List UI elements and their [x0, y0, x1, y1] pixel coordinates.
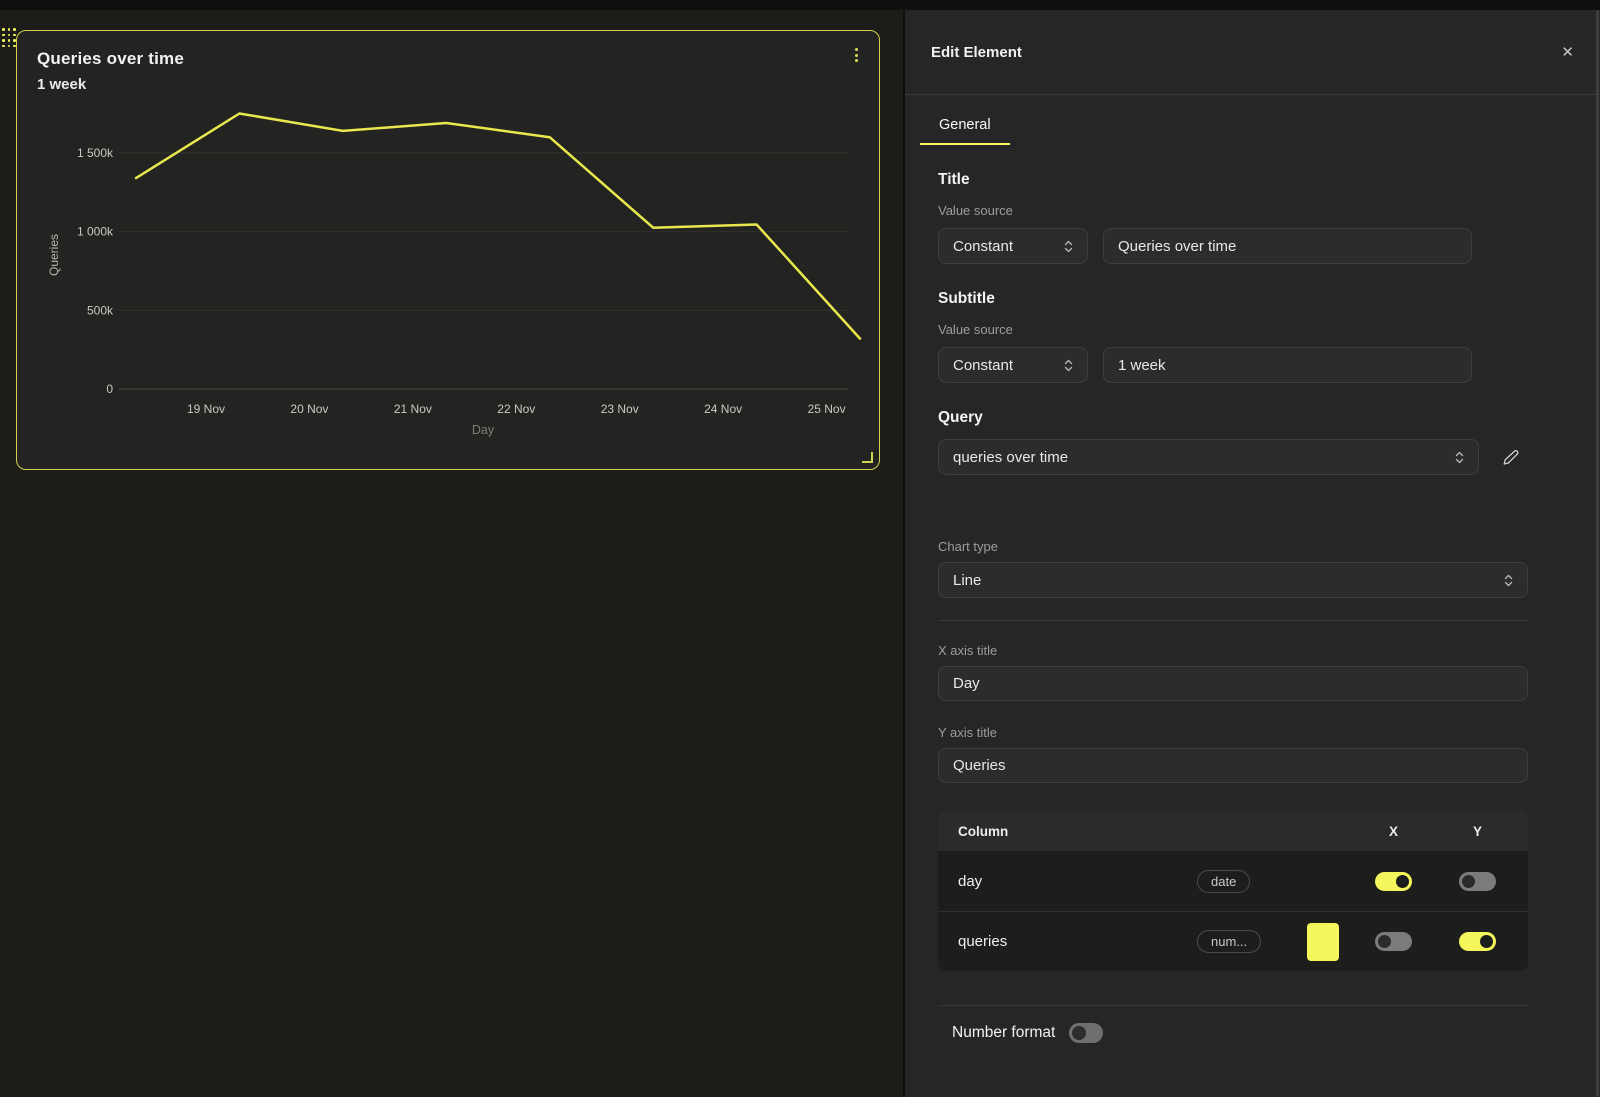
number-format-label: Number format [952, 1024, 1056, 1041]
x-tick-label: 21 Nov [394, 402, 432, 416]
tab-general[interactable]: General [920, 117, 1010, 145]
chart-type-select[interactable]: Line [938, 562, 1528, 598]
toggle-queries-x[interactable] [1375, 932, 1412, 951]
chart-title: Queries over time [37, 49, 185, 68]
toggle-queries-y[interactable] [1459, 932, 1496, 951]
y-tick-label: 1 500k [77, 146, 114, 160]
query-select[interactable]: queries over time [938, 439, 1479, 475]
subtitle-value-input[interactable]: 1 week [1103, 347, 1472, 383]
line-chart: 1 500k 1 000k 500k 0 19 Nov 20 Nov 21 Nov 22 No… [47, 112, 862, 437]
y-tick-label: 500k [87, 303, 114, 317]
panel-body: Title Value source Constant Queries over… [905, 171, 1600, 1043]
x-tick-label: 24 Nov [704, 402, 742, 416]
divider [938, 1005, 1528, 1006]
chart-subtitle: 1 week [37, 76, 87, 93]
chevron-updown-icon [1504, 574, 1513, 586]
top-bar [0, 0, 1600, 10]
title-value-source-label: Value source [938, 203, 1013, 218]
table-row-day: day date [938, 851, 1528, 911]
query-section-heading: Query [938, 409, 983, 426]
panel-title: Edit Element [931, 43, 1022, 61]
series-color-swatch[interactable] [1307, 922, 1339, 961]
divider [938, 620, 1528, 621]
x-tick-label: 23 Nov [601, 402, 639, 416]
columns-table: Column X Y day date queries num... [938, 811, 1528, 971]
chevron-updown-icon [1064, 240, 1073, 252]
chevron-updown-icon [1455, 451, 1464, 463]
x-axis-title: Day [472, 423, 495, 437]
subtitle-value-source-label: Value source [938, 322, 1013, 337]
card-menu-kebab-icon[interactable] [848, 44, 864, 66]
columns-table-header: Column X Y [938, 811, 1528, 851]
x-axis-title-input[interactable]: Day [938, 666, 1528, 701]
panel-scrollbar[interactable] [1596, 10, 1599, 1097]
subtitle-section-heading: Subtitle [938, 290, 995, 307]
edit-query-pencil-icon[interactable] [1502, 449, 1519, 466]
toggle-day-x[interactable] [1375, 871, 1412, 891]
toggle-day-y[interactable] [1459, 871, 1496, 891]
chart-card[interactable]: 1 500k 1 000k 500k 0 19 Nov 20 Nov 21 Nov 22 No… [16, 30, 880, 470]
dashboard-canvas: 1 500k 1 000k 500k 0 19 Nov 20 Nov 21 Nov 22 No… [0, 10, 903, 1097]
x-tick-label: 19 Nov [187, 402, 225, 416]
x-axis-title-label: X axis title [938, 643, 998, 658]
series-line [134, 112, 862, 340]
type-badge: num... [1197, 930, 1262, 953]
x-tick-label: 20 Nov [290, 402, 328, 416]
close-icon[interactable]: ✕ [1561, 43, 1574, 61]
edit-element-panel: Edit Element ✕ General Title Value sourc… [903, 10, 1600, 1097]
type-badge: date [1197, 869, 1251, 893]
panel-header: Edit Element ✕ [905, 10, 1600, 95]
number-format-toggle[interactable] [1069, 1023, 1104, 1043]
y-axis-title-input[interactable]: Queries [938, 748, 1528, 783]
y-axis-title: Queries [47, 234, 61, 276]
chart-card-titles: Queries over time 1 week [37, 49, 184, 93]
y-axis-title-label: Y axis title [938, 725, 998, 740]
chevron-updown-icon [1064, 359, 1073, 371]
y-tick-label: 1 000k [77, 225, 114, 239]
card-resize-handle[interactable] [862, 452, 873, 463]
number-format-row: Number format [938, 1023, 1528, 1043]
chart-type-label: Chart type [938, 539, 998, 554]
title-value-input[interactable]: Queries over time [1103, 228, 1472, 264]
x-tick-label: 22 Nov [497, 402, 535, 416]
title-section-heading: Title [938, 171, 970, 188]
title-source-select[interactable]: Constant [938, 228, 1088, 264]
x-tick-label: 25 Nov [808, 402, 846, 416]
table-row-queries: queries num... [938, 911, 1528, 971]
subtitle-source-select[interactable]: Constant [938, 347, 1088, 383]
panel-tabs: General [905, 116, 1600, 145]
drag-handle-icon[interactable] [2, 28, 16, 47]
y-tick-label: 0 [106, 382, 113, 396]
